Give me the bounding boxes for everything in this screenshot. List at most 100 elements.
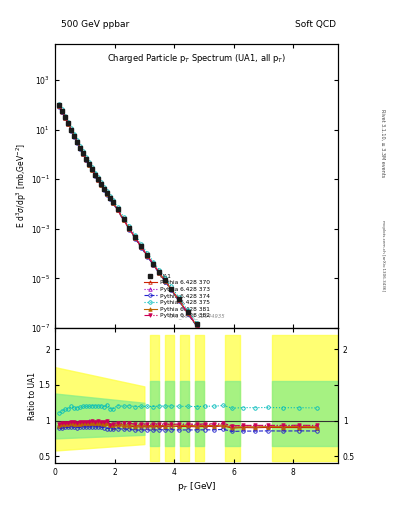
Pythia 6.428 382 (139, 244, 144, 250)
Pythia 6.428 382 (281, 425, 285, 432)
Pythia 6.428 382 (111, 200, 116, 206)
Pythia 6.428 374 (66, 121, 71, 127)
Pythia 6.428 382 (127, 226, 132, 232)
Pythia 6.428 370 (266, 411, 270, 417)
Pythia 6.428 381 (63, 115, 68, 121)
UA1 (145, 252, 150, 258)
Pythia 6.428 375 (78, 143, 83, 149)
Pythia 6.428 374 (96, 178, 101, 184)
Pythia 6.428 370 (145, 253, 150, 259)
UA1 (203, 333, 208, 339)
Pythia 6.428 381 (176, 297, 181, 303)
Pythia 6.428 381 (145, 253, 150, 259)
Pythia 6.428 370 (194, 323, 199, 329)
UA1 (60, 108, 65, 114)
Pythia 6.428 375 (121, 214, 126, 220)
UA1 (212, 345, 217, 351)
Pythia 6.428 374 (203, 335, 208, 341)
Pythia 6.428 382 (221, 357, 226, 363)
UA1 (230, 368, 235, 374)
Pythia 6.428 370 (230, 369, 235, 375)
Pythia 6.428 382 (230, 368, 235, 374)
Pythia 6.428 373 (151, 261, 156, 267)
Pythia 6.428 381 (281, 426, 285, 432)
Pythia 6.428 381 (266, 411, 270, 417)
Pythia 6.428 370 (90, 167, 95, 173)
Pythia 6.428 370 (96, 177, 101, 183)
Pythia 6.428 382 (315, 457, 320, 463)
Pythia 6.428 373 (139, 244, 144, 250)
UA1 (102, 186, 107, 192)
UA1 (151, 261, 156, 267)
UA1 (63, 114, 68, 120)
Pythia 6.428 370 (252, 396, 257, 402)
UA1 (139, 243, 144, 249)
UA1 (240, 380, 245, 387)
Pythia 6.428 382 (75, 139, 80, 145)
Pythia 6.428 375 (102, 184, 107, 190)
UA1 (315, 457, 320, 463)
Pythia 6.428 370 (139, 244, 144, 250)
Pythia 6.428 374 (121, 217, 126, 223)
Pythia 6.428 375 (185, 307, 190, 313)
Pythia 6.428 370 (240, 381, 245, 388)
Text: 500 GeV ppbar: 500 GeV ppbar (61, 20, 129, 30)
Pythia 6.428 373 (203, 334, 208, 340)
Pythia 6.428 370 (60, 109, 65, 115)
Pythia 6.428 381 (297, 441, 301, 447)
UA1 (127, 225, 132, 231)
Pythia 6.428 374 (102, 187, 107, 193)
Pythia 6.428 381 (203, 334, 208, 340)
Pythia 6.428 382 (297, 441, 301, 447)
Pythia 6.428 375 (111, 197, 116, 203)
Pythia 6.428 370 (297, 442, 301, 448)
Pythia 6.428 370 (127, 226, 132, 232)
UA1 (69, 126, 74, 133)
Pythia 6.428 375 (203, 331, 208, 337)
Pythia 6.428 370 (111, 200, 116, 206)
Legend: UA1, Pythia 6.428 370, Pythia 6.428 373, Pythia 6.428 374, Pythia 6.428 375, Pyt: UA1, Pythia 6.428 370, Pythia 6.428 373,… (143, 273, 211, 319)
Pythia 6.428 373 (87, 161, 92, 167)
Pythia 6.428 373 (63, 115, 68, 121)
Pythia 6.428 373 (145, 252, 150, 259)
Pythia 6.428 374 (185, 311, 190, 317)
Pythia 6.428 381 (81, 151, 86, 157)
Line: Pythia 6.428 370: Pythia 6.428 370 (58, 104, 319, 462)
Pythia 6.428 370 (108, 195, 112, 201)
Pythia 6.428 381 (121, 217, 126, 223)
Pythia 6.428 373 (60, 108, 65, 114)
Pythia 6.428 374 (63, 115, 68, 121)
Pythia 6.428 373 (252, 396, 257, 402)
UA1 (169, 285, 174, 291)
Pythia 6.428 382 (63, 115, 68, 121)
Pythia 6.428 373 (105, 190, 110, 197)
Pythia 6.428 375 (90, 164, 95, 170)
UA1 (81, 151, 86, 157)
UA1 (111, 199, 116, 205)
Pythia 6.428 381 (185, 310, 190, 316)
Pythia 6.428 374 (176, 297, 181, 304)
Line: UA1: UA1 (57, 103, 319, 462)
Pythia 6.428 375 (108, 193, 112, 199)
Pythia 6.428 382 (121, 216, 126, 222)
Pythia 6.428 370 (93, 172, 97, 178)
Pythia 6.428 373 (315, 457, 320, 463)
Pythia 6.428 374 (111, 200, 116, 206)
Pythia 6.428 375 (84, 154, 89, 160)
Pythia 6.428 375 (133, 232, 138, 239)
UA1 (252, 395, 257, 401)
Pythia 6.428 373 (212, 346, 217, 352)
Pythia 6.428 375 (266, 408, 270, 414)
Pythia 6.428 373 (72, 133, 77, 139)
Pythia 6.428 373 (75, 139, 80, 145)
Pythia 6.428 375 (75, 137, 80, 143)
Pythia 6.428 381 (115, 207, 120, 213)
Pythia 6.428 373 (194, 322, 199, 328)
Pythia 6.428 381 (75, 139, 80, 145)
Pythia 6.428 375 (315, 455, 320, 461)
Pythia 6.428 381 (102, 186, 107, 193)
Line: Pythia 6.428 375: Pythia 6.428 375 (58, 102, 319, 460)
Pythia 6.428 373 (102, 186, 107, 192)
Pythia 6.428 382 (108, 195, 112, 201)
Pythia 6.428 381 (69, 127, 74, 133)
